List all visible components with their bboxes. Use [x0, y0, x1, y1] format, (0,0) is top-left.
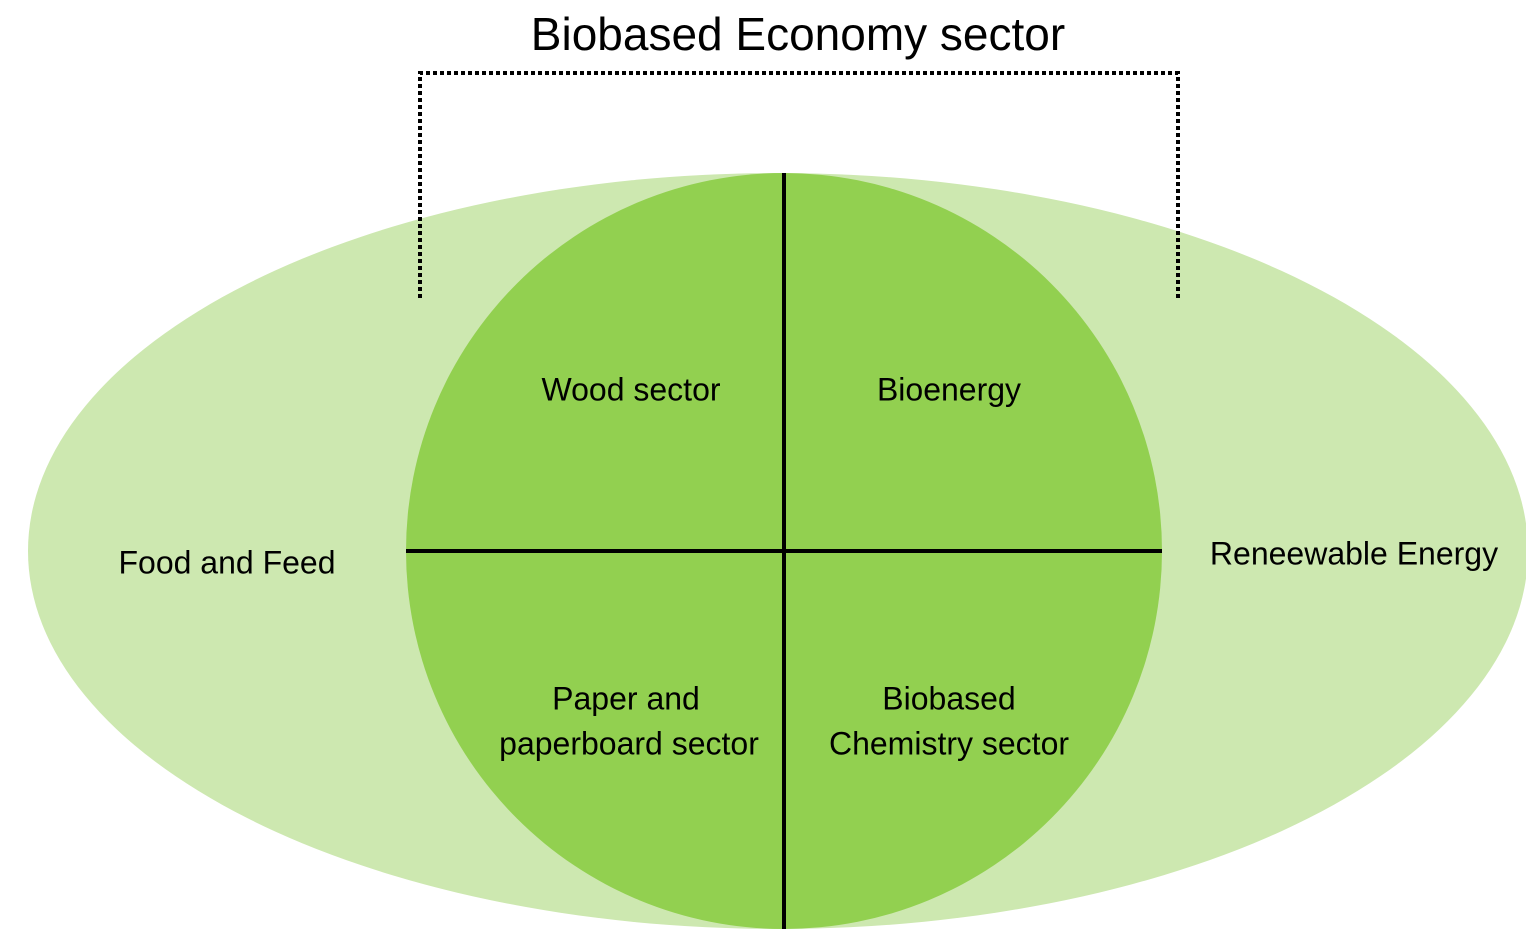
quadrant-label: Wood sector	[541, 371, 720, 407]
outer-label: Reneewable Energy	[1210, 535, 1498, 571]
title: Biobased Economy sector	[531, 8, 1065, 60]
quadrant-label: Paper and	[552, 680, 700, 716]
quadrant-label: Biobased	[882, 680, 1015, 716]
bracket	[418, 71, 1180, 298]
quadrant-label: Chemistry sector	[829, 725, 1069, 761]
quadrant-label: Bioenergy	[877, 371, 1021, 407]
quadrant-label: paperboard sector	[499, 725, 759, 761]
outer-label: Food and Feed	[118, 544, 335, 580]
